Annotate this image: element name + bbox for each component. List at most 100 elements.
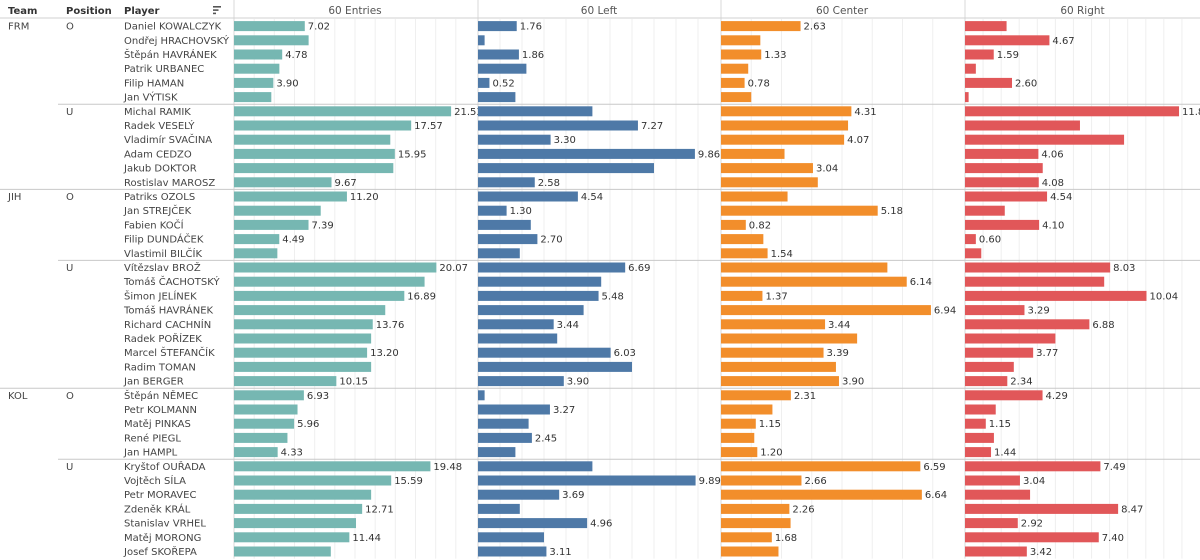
bar[interactable] [234, 63, 280, 74]
bar[interactable] [721, 347, 824, 358]
bar[interactable] [234, 106, 452, 117]
player-name[interactable]: Stanislav VRHEL [124, 519, 206, 530]
player-name[interactable]: Patriks OZOLS [124, 192, 195, 203]
bar[interactable] [478, 532, 544, 543]
bar[interactable] [965, 447, 992, 458]
bar[interactable] [965, 77, 1012, 88]
bar[interactable] [478, 21, 517, 32]
column-header[interactable]: 60 Left [581, 5, 617, 17]
bar[interactable] [965, 489, 1031, 500]
bar[interactable] [965, 49, 994, 60]
bar[interactable] [721, 390, 791, 401]
bar[interactable] [965, 361, 1014, 372]
bar[interactable] [234, 461, 431, 472]
bar[interactable] [721, 234, 764, 245]
bar[interactable] [234, 390, 304, 401]
player-name[interactable]: Šimon JELÍNEK [124, 289, 197, 302]
team-column-header[interactable]: Team [8, 6, 37, 17]
bar[interactable] [234, 92, 272, 103]
player-name[interactable]: Tomáš ČACHOTSKÝ [123, 275, 220, 288]
bar[interactable] [234, 546, 331, 557]
player-name[interactable]: Patrik URBANEC [124, 64, 204, 75]
bar[interactable] [721, 447, 758, 458]
bar[interactable] [478, 376, 564, 387]
bar[interactable] [234, 333, 372, 344]
column-header[interactable]: 60 Center [816, 5, 869, 17]
bar[interactable] [234, 163, 394, 174]
player-name[interactable]: Vítězslav BROŽ [124, 261, 201, 274]
bar[interactable] [234, 475, 392, 486]
bar[interactable] [478, 390, 485, 401]
bar[interactable] [478, 163, 654, 174]
player-name[interactable]: Michal RAMIK [124, 107, 191, 118]
bar[interactable] [965, 461, 1101, 472]
position-column-header[interactable]: Position [66, 6, 112, 17]
bar[interactable] [234, 319, 373, 330]
bar[interactable] [965, 390, 1043, 401]
player-name[interactable]: Tomáš HAVRÁNEK [123, 304, 214, 317]
player-name[interactable]: Kryštof OUŘADA [124, 460, 206, 473]
bar[interactable] [965, 503, 1119, 514]
bar[interactable] [965, 191, 1048, 202]
bar[interactable] [965, 518, 1018, 529]
player-name[interactable]: Jan BERGER [123, 377, 184, 388]
bar[interactable] [234, 404, 298, 415]
bar[interactable] [965, 205, 1005, 216]
bar[interactable] [478, 191, 578, 202]
player-name[interactable]: Filip HAMAN [124, 78, 184, 89]
bar[interactable] [721, 475, 802, 486]
bar[interactable] [721, 361, 836, 372]
bar[interactable] [478, 305, 584, 316]
bar[interactable] [721, 503, 790, 514]
bar[interactable] [234, 35, 309, 46]
bar[interactable] [721, 21, 801, 32]
bar[interactable] [478, 347, 611, 358]
bar[interactable] [234, 262, 437, 273]
player-name[interactable]: Vlastimil BILČÍK [124, 247, 202, 260]
player-name[interactable]: Štěpán NĚMEC [124, 389, 198, 402]
bar[interactable] [721, 532, 772, 543]
sort-descending-icon[interactable] [213, 6, 221, 15]
bar[interactable] [478, 361, 632, 372]
bar[interactable] [965, 333, 1056, 344]
bar[interactable] [965, 21, 1007, 32]
bar[interactable] [478, 120, 638, 131]
bar[interactable] [478, 503, 520, 514]
bar[interactable] [965, 305, 1025, 316]
bar[interactable] [478, 148, 695, 159]
bar[interactable] [234, 418, 295, 429]
bar[interactable] [478, 92, 516, 103]
bar[interactable] [721, 191, 788, 202]
bar[interactable] [965, 276, 1105, 287]
bar[interactable] [478, 461, 593, 472]
bar[interactable] [478, 63, 527, 74]
player-name[interactable]: Štěpán HAVRÁNEK [124, 48, 217, 61]
bar[interactable] [234, 248, 278, 259]
player-name[interactable]: Petr KOLMANN [124, 405, 197, 416]
bar[interactable] [478, 518, 588, 529]
bar[interactable] [965, 376, 1008, 387]
bar[interactable] [721, 77, 745, 88]
bar[interactable] [965, 35, 1050, 46]
bar[interactable] [721, 35, 761, 46]
bar[interactable] [478, 262, 626, 273]
bar[interactable] [234, 120, 412, 131]
bar[interactable] [234, 49, 283, 60]
bar[interactable] [721, 290, 763, 301]
bar[interactable] [721, 134, 845, 145]
player-name[interactable]: Daniel KOWALCZYK [124, 22, 222, 33]
bar[interactable] [721, 418, 756, 429]
bar[interactable] [721, 333, 858, 344]
bar[interactable] [721, 461, 921, 472]
bar[interactable] [478, 106, 593, 117]
bar[interactable] [721, 262, 888, 273]
bar[interactable] [721, 63, 749, 74]
bar[interactable] [234, 77, 274, 88]
bar[interactable] [234, 489, 372, 500]
bar[interactable] [478, 248, 520, 259]
bar[interactable] [721, 92, 752, 103]
player-name[interactable]: Vladimír SVAČINA [124, 133, 212, 146]
column-header[interactable]: 60 Right [1060, 5, 1104, 17]
bar[interactable] [234, 276, 425, 287]
player-name[interactable]: Rostislav MAROSZ [124, 178, 215, 189]
